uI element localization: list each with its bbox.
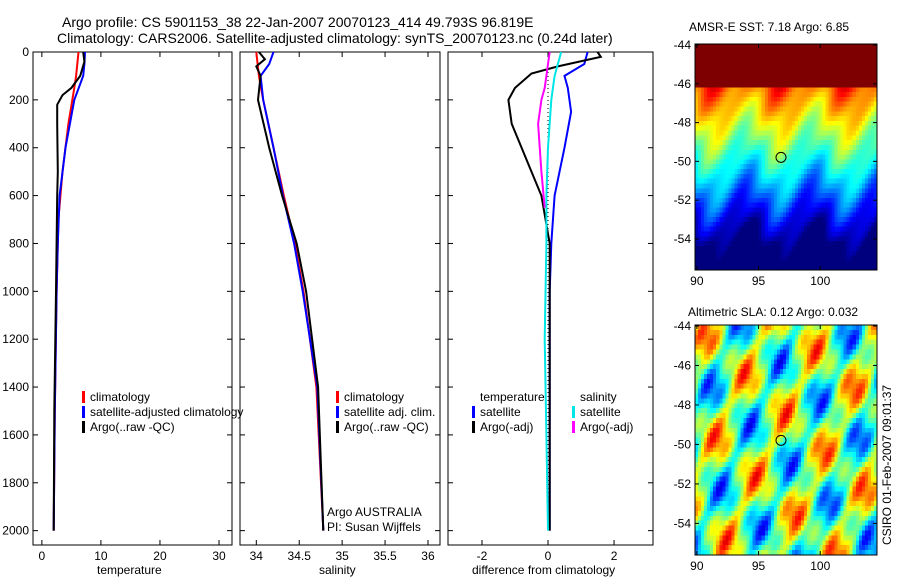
y-tick-label: 1800 <box>2 476 29 490</box>
x-tick-label: -2 <box>477 549 488 563</box>
x-tick-label: 36 <box>421 549 435 563</box>
timestamp-label: CSIRO 01-Feb-2007 09:01:37 <box>880 384 894 545</box>
x-tick-label: 90 <box>690 559 704 573</box>
legend-label: climatology <box>344 390 405 404</box>
legend-label: Argo(-adj) <box>480 420 534 434</box>
xlabel-difference: difference from climatology <box>472 563 616 577</box>
y-tick-label: 2000 <box>2 524 29 538</box>
series-sal-satellite <box>543 51 563 531</box>
sla-map-title: Altimetric SLA: 0.12 Argo: 0.032 <box>688 305 859 319</box>
y-tick-label: 200 <box>9 93 29 107</box>
x-tick-label: 0 <box>39 549 46 563</box>
argo-location-marker <box>775 151 787 163</box>
legend-label: satellite <box>580 405 621 419</box>
temperature-legend: climatology satellite-adjusted climatolo… <box>82 390 243 435</box>
diff-legend-salinity: salinity satellite Argo(-adj) <box>572 390 633 435</box>
xlabel-salinity: salinity <box>319 563 356 577</box>
x-tick-label: 95 <box>752 274 766 288</box>
title-line-2: Climatology: CARS2006. Satellite-adjuste… <box>57 30 613 46</box>
xlabel-temperature: temperature <box>97 563 162 577</box>
salinity-legend: climatology satellite adj. clim. Argo(..… <box>336 390 435 435</box>
y-tick-label: -44 <box>674 38 692 52</box>
legend-label: Argo(-adj) <box>580 420 634 434</box>
y-tick-label: 0 <box>22 45 29 59</box>
series-satellite-adj-clim- <box>259 51 325 531</box>
y-tick-label: -54 <box>674 232 692 246</box>
x-tick-label: 10 <box>94 549 108 563</box>
y-tick-label: 1400 <box>2 380 29 394</box>
axes-box-salinity <box>239 51 441 546</box>
y-tick-label: -54 <box>674 516 692 530</box>
series-Argo <box>52 51 86 531</box>
y-tick-label: -44 <box>674 319 692 333</box>
map-axes-box <box>694 324 878 556</box>
x-tick-label: 20 <box>153 549 167 563</box>
series-sal-Argo <box>537 51 551 208</box>
x-tick-label: 34.5 <box>288 549 312 563</box>
argo-location-marker <box>775 434 787 446</box>
y-tick-label: -48 <box>674 116 692 130</box>
float-annotation: Argo AUSTRALIA PI: Susan Wijffels <box>327 505 422 535</box>
x-tick-label: 90 <box>690 274 704 288</box>
y-tick-label: 800 <box>9 236 29 250</box>
annotation-line: Argo AUSTRALIA <box>327 505 422 519</box>
legend-label: satellite adj. clim. <box>344 405 436 419</box>
series-Argo <box>255 51 325 531</box>
x-tick-label: 30 <box>212 549 226 563</box>
legend-label: Argo(..raw -QC) <box>344 420 429 434</box>
y-tick-label: -46 <box>674 77 692 91</box>
legend-title: salinity <box>580 390 617 404</box>
y-tick-label: -52 <box>674 193 692 207</box>
y-tick-label: 1200 <box>2 332 29 346</box>
x-tick-label: 100 <box>810 559 830 573</box>
x-tick-label: 100 <box>810 274 830 288</box>
x-tick-label: 0 <box>545 549 552 563</box>
diff-legend-temperature: temperature satellite Argo(-adj) <box>472 390 545 435</box>
y-tick-label: 600 <box>9 189 29 203</box>
x-tick-label: 35 <box>335 549 349 563</box>
map-axes-box <box>694 43 878 271</box>
y-tick-label: -52 <box>674 477 692 491</box>
x-tick-label: 34 <box>250 549 264 563</box>
legend-label: climatology <box>90 390 151 404</box>
title-line-1: Argo profile: CS 5901153_38 22-Jan-2007 … <box>62 14 534 30</box>
y-tick-label: -46 <box>674 358 692 372</box>
y-tick-label: 400 <box>9 141 29 155</box>
legend-title: temperature <box>480 390 545 404</box>
legend-label: satellite <box>480 405 521 419</box>
x-tick-label: 35.5 <box>373 549 397 563</box>
y-tick-label: 1000 <box>2 284 29 298</box>
sst-map-title: AMSR-E SST: 7.18 Argo: 6.85 <box>689 20 850 34</box>
x-tick-label: 95 <box>752 559 766 573</box>
legend-label: satellite-adjusted climatology <box>90 405 244 419</box>
y-tick-label: 1600 <box>2 428 29 442</box>
legend-label: Argo(..raw -QC) <box>90 420 175 434</box>
annotation-line: PI: Susan Wijffels <box>327 520 421 534</box>
y-tick-label: -50 <box>674 437 692 451</box>
y-tick-label: -50 <box>674 154 692 168</box>
x-tick-label: 2 <box>611 549 618 563</box>
y-tick-label: -48 <box>674 398 692 412</box>
